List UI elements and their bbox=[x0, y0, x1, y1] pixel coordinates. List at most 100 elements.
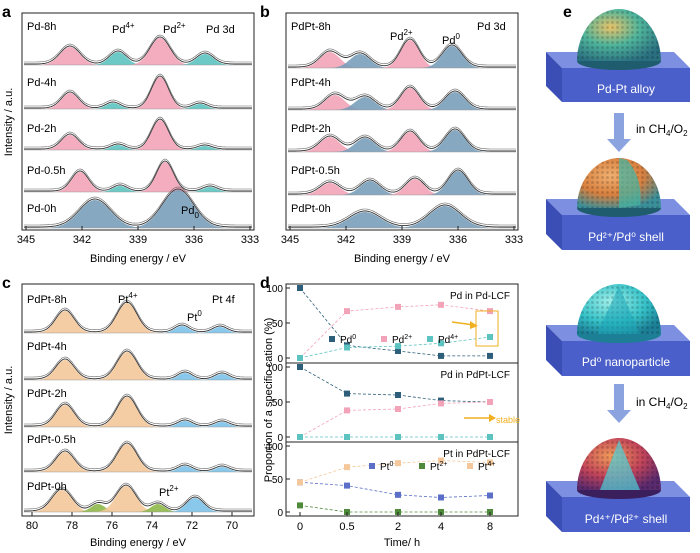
series-line bbox=[299, 505, 490, 513]
legend-pt: Pt0 Pt2+ Pt4+ bbox=[369, 461, 495, 473]
peak-label-pd0: Pd0 bbox=[181, 205, 199, 220]
x-tick-label: 8 bbox=[487, 521, 493, 533]
trace-label: Pd-0h bbox=[27, 203, 56, 215]
data-point bbox=[395, 491, 401, 498]
panel-b-pdpt-pd-3d-spectra: b PdPt-8h PdPt-4h PdPt-2h PdPt-0.5h PdPt… bbox=[260, 4, 523, 265]
down-arrow-icon bbox=[607, 113, 631, 152]
subplot-title: Pt in PdPt-LCF bbox=[443, 449, 510, 460]
y-axis-label: Proportion of a specific cation (%) bbox=[263, 318, 275, 482]
fit-peak bbox=[24, 146, 252, 150]
x-axis-label: Time/ h bbox=[384, 537, 420, 549]
raw-line bbox=[24, 73, 252, 107]
data-point bbox=[487, 459, 493, 466]
fit-peak bbox=[288, 179, 516, 195]
panel-a-pd-3d-spectra: a Pd-8h Pd-4h Pd-2h Pd-0.5h Pd-0h Pd4+ P… bbox=[2, 4, 259, 265]
legend-pd: Pd0 Pd2+ Pd4+ bbox=[329, 334, 458, 346]
data-point bbox=[487, 492, 493, 499]
fit-peak bbox=[24, 421, 252, 427]
panel-letter-c: c bbox=[2, 275, 11, 292]
envelope-line bbox=[24, 350, 252, 380]
subplot-title: Pd in Pd-LCF bbox=[450, 291, 510, 302]
fit-peak bbox=[24, 490, 252, 512]
data-point bbox=[487, 352, 493, 359]
y-tick-label: 100 bbox=[266, 442, 283, 453]
data-point bbox=[344, 434, 350, 440]
data-point bbox=[297, 502, 303, 509]
trace-label: Pd-8h bbox=[27, 21, 56, 33]
fit-peak bbox=[24, 360, 252, 380]
fit-peak bbox=[24, 467, 252, 472]
block-label: Pd²⁺/Pd⁰ shell bbox=[588, 230, 664, 244]
data-point bbox=[297, 355, 303, 361]
data-point bbox=[344, 464, 350, 471]
trace-label: PdPt-2h bbox=[27, 388, 67, 400]
x-axis-label: Binding energy / eV bbox=[354, 253, 451, 265]
data-point bbox=[344, 482, 350, 489]
svg-text:Pt2+: Pt2+ bbox=[430, 461, 447, 473]
trace-label: PdPt-0h bbox=[291, 203, 331, 215]
data-point bbox=[297, 434, 303, 440]
fit-peak bbox=[24, 190, 252, 228]
fit-peak bbox=[24, 444, 252, 472]
raw-line bbox=[24, 34, 252, 63]
data-point bbox=[487, 399, 493, 405]
data-point bbox=[344, 308, 350, 315]
raw-line bbox=[24, 116, 252, 148]
y-tick-label: 0 bbox=[277, 433, 283, 444]
subplot-title: Pd in PdPt-LCF bbox=[441, 370, 510, 381]
fit-peak bbox=[24, 452, 252, 472]
envelope-line bbox=[288, 169, 516, 195]
series-line bbox=[299, 481, 491, 498]
y-tick-label: 100 bbox=[266, 284, 283, 295]
y-tick-label: 0 bbox=[277, 354, 283, 365]
trace-label: PdPt-0h bbox=[27, 481, 67, 493]
x-tick-label: 0.5 bbox=[339, 521, 354, 533]
raw-line bbox=[288, 84, 516, 108]
fit-peak bbox=[24, 104, 252, 109]
trace-label: PdPt-2h bbox=[291, 123, 331, 135]
data-point bbox=[395, 392, 401, 398]
panel-c-pt-4f-spectra: c PdPt-8h PdPt-4h PdPt-2h PdPt-0.5h PdPt… bbox=[2, 275, 255, 549]
data-point bbox=[487, 334, 493, 340]
plot-frame-c bbox=[21, 283, 255, 517]
trace-label: PdPt-8h bbox=[27, 294, 67, 306]
raw-line bbox=[288, 167, 516, 193]
y-tick-label: 50 bbox=[272, 319, 284, 330]
raw-line bbox=[288, 202, 516, 226]
data-point bbox=[344, 390, 350, 397]
x-tick-label: 2 bbox=[395, 521, 401, 533]
trace-label: PdPt-8h bbox=[291, 21, 331, 33]
trace-label: Pd-2h bbox=[27, 123, 56, 135]
panel-letter-d: d bbox=[260, 275, 270, 292]
fit-peak bbox=[24, 200, 252, 228]
data-point bbox=[344, 407, 350, 414]
fit-peak bbox=[24, 311, 252, 333]
peak-label-pd0: Pd0 bbox=[442, 32, 460, 47]
fit-peak bbox=[288, 95, 516, 110]
peak-label-pt2: Pt2+ bbox=[159, 484, 179, 499]
envelope-line bbox=[24, 36, 252, 65]
condition-label: in CH4/O2 bbox=[636, 395, 688, 411]
x-tick-label: 74 bbox=[146, 520, 158, 532]
x-tick-label: 336 bbox=[449, 234, 467, 246]
svg-text:Pd0: Pd0 bbox=[340, 334, 356, 346]
fit-peak bbox=[288, 92, 516, 110]
data-point bbox=[438, 352, 444, 359]
data-point bbox=[438, 434, 444, 440]
fit-peak bbox=[288, 171, 516, 195]
fit-peak bbox=[288, 46, 516, 68]
envelope-line bbox=[288, 128, 516, 152]
envelope-line bbox=[288, 38, 516, 68]
x-tick-label: 70 bbox=[226, 520, 238, 532]
data-point bbox=[395, 434, 401, 440]
peak-label-pd2: Pd2+ bbox=[390, 28, 413, 43]
raw-line bbox=[24, 348, 252, 378]
trace-label: PdPt-4h bbox=[291, 77, 331, 89]
pd0-nanoparticle-block: Pd⁰ nanoparticle bbox=[546, 284, 690, 376]
corner-label: Pd 3d bbox=[206, 24, 235, 36]
fit-peak bbox=[288, 137, 516, 152]
panel-letter-a: a bbox=[2, 4, 11, 21]
trace-label: PdPt-4h bbox=[27, 341, 67, 353]
x-tick-label: 72 bbox=[186, 520, 198, 532]
peak-label-pd4: Pd4+ bbox=[112, 21, 135, 36]
